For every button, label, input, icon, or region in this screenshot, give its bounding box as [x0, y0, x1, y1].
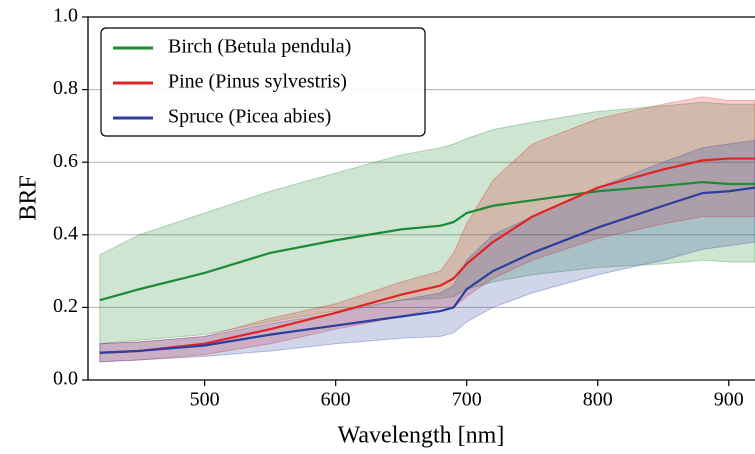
y-tick-label: 0.6	[53, 150, 78, 172]
line	[99, 181, 755, 302]
y-tick-label: 0.2	[53, 295, 78, 317]
x-tick-label: 700	[452, 389, 482, 411]
x-tick-label: 800	[583, 389, 613, 411]
legend-box	[100, 27, 426, 137]
axis-frame	[87, 16, 755, 381]
legend-text: Pine (Pinus sylvestris)	[168, 71, 347, 93]
y-axis-title: BRF	[16, 175, 42, 220]
x-axis-title: Wavelength [nm]	[338, 423, 505, 449]
y-tick-label: 0.0	[53, 368, 78, 390]
x-tick-label: 500	[190, 389, 220, 411]
band	[99, 96, 755, 363]
line	[99, 157, 755, 354]
x-tick-label: 600	[321, 389, 351, 411]
plot-area	[99, 96, 755, 363]
line	[99, 186, 755, 354]
legend-text: Spruce (Picea abies)	[168, 106, 331, 128]
legend-text: Birch (Betula pendula)	[168, 36, 351, 58]
y-tick-label: 0.8	[53, 77, 78, 99]
band	[99, 139, 755, 363]
y-tick-label: 1.0	[53, 5, 78, 27]
x-tick-label: 900	[714, 389, 744, 411]
y-tick-label: 0.4	[53, 222, 78, 244]
